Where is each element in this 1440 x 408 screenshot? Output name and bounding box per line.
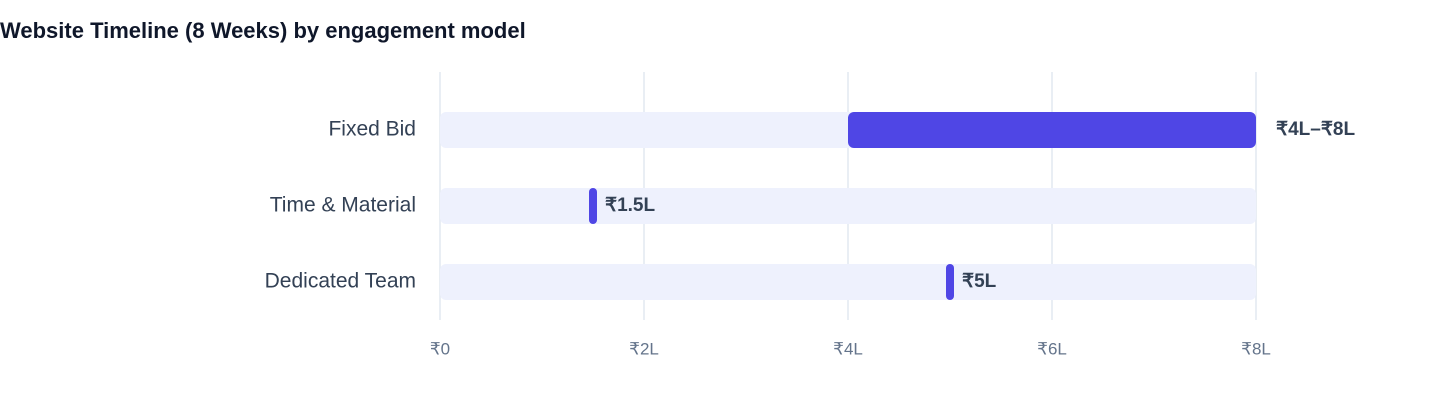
x-tick-label: ₹8L <box>1241 339 1271 358</box>
x-tick-label: ₹6L <box>1037 339 1067 358</box>
y-tick-label: Time & Material <box>270 194 416 217</box>
bar-track <box>440 264 1256 300</box>
point-marker <box>946 264 954 300</box>
x-tick-label: ₹0 <box>430 339 450 358</box>
x-tick-label: ₹2L <box>629 339 659 358</box>
point-marker <box>589 188 597 224</box>
y-tick-label: Fixed Bid <box>328 118 416 141</box>
value-label: ₹5L <box>962 271 997 292</box>
range-bar <box>848 112 1256 148</box>
chart-title: Website Timeline (8 Weeks) by engagement… <box>0 18 526 43</box>
bar-track <box>440 188 1256 224</box>
x-tick-label: ₹4L <box>833 339 863 358</box>
value-label: ₹4L–₹8L <box>1276 119 1355 140</box>
y-tick-label: Dedicated Team <box>265 270 416 293</box>
value-label: ₹1.5L <box>605 195 656 216</box>
